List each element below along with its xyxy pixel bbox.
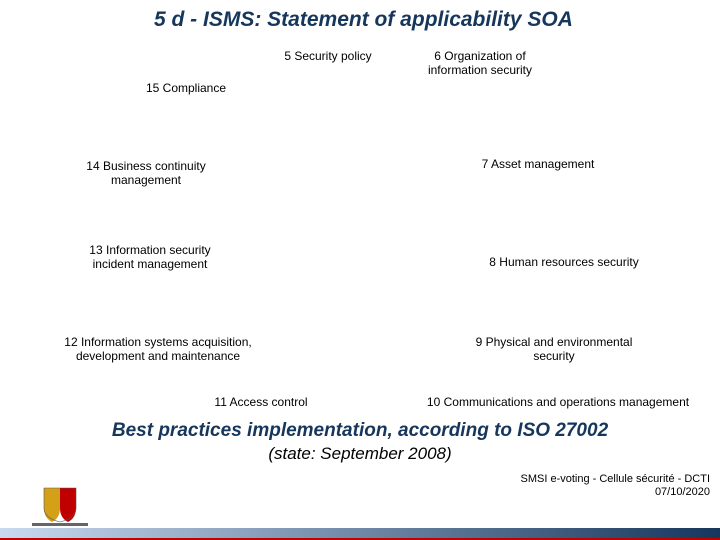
slide: 5 d - ISMS: Statement of applicability S…	[0, 0, 720, 540]
node-n15: 15 Compliance	[116, 82, 256, 96]
node-n12: 12 Information systems acquisition, deve…	[58, 336, 258, 364]
node-n13: 13 Information security incident managem…	[80, 244, 220, 272]
node-n7: 7 Asset management	[478, 158, 598, 172]
node-n11: 11 Access control	[186, 396, 336, 410]
slide-title: 5 d - ISMS: Statement of applicability S…	[154, 8, 573, 32]
subtitle-main: Best practices implementation, according…	[0, 420, 720, 442]
geneva-logo	[30, 486, 90, 528]
node-n14: 14 Business continuity management	[66, 160, 226, 188]
footer-line1: SMSI e-voting - Cellule sécurité - DCTI	[521, 473, 711, 487]
node-n5: 5 Security policy	[258, 50, 398, 64]
node-n10: 10 Communications and operations managem…	[398, 396, 718, 410]
footer-bar	[0, 528, 720, 540]
footer-line2: 07/10/2020	[521, 486, 711, 500]
node-n8: 8 Human resources security	[454, 256, 674, 270]
node-n6: 6 Organization of information security	[420, 50, 540, 78]
subtitle-state: (state: September 2008)	[0, 444, 720, 464]
footer-gradient	[0, 528, 720, 538]
node-n9: 9 Physical and environmental security	[454, 336, 654, 364]
footer-text: SMSI e-voting - Cellule sécurité - DCTI …	[521, 473, 711, 501]
